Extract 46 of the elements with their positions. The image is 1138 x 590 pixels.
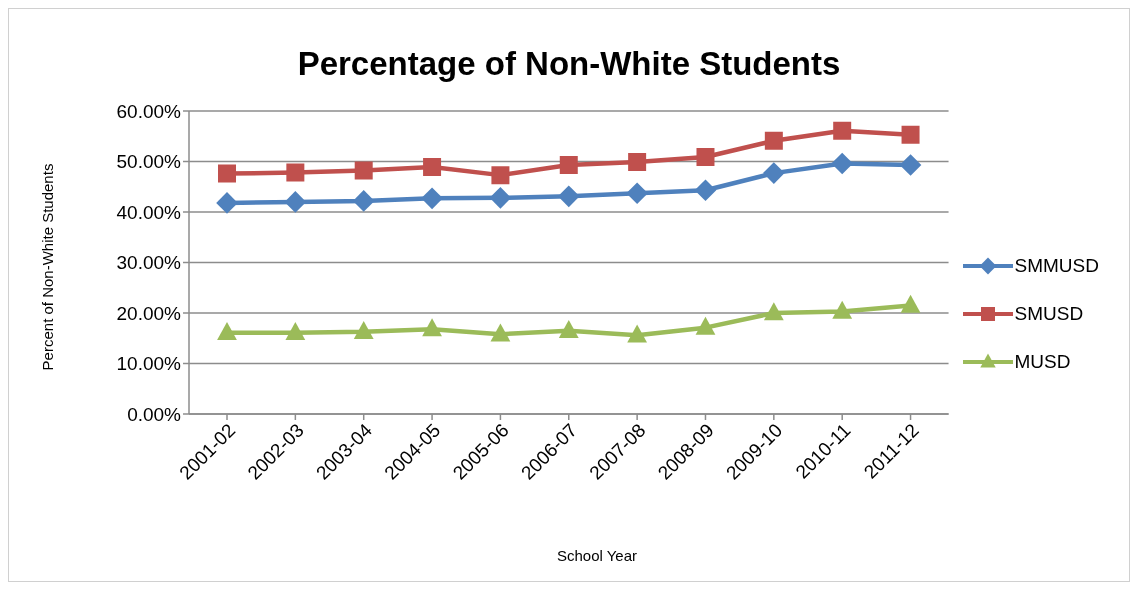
point	[764, 131, 783, 150]
point	[763, 162, 785, 184]
point	[491, 166, 510, 185]
point	[763, 302, 784, 321]
point	[421, 187, 443, 210]
point	[490, 323, 511, 342]
point	[217, 321, 237, 340]
y-tick-label: 50.00%	[116, 151, 182, 173]
chart-title: Percentage of Non-White Students	[296, 45, 842, 83]
point	[696, 147, 715, 166]
point	[557, 185, 580, 208]
point	[900, 294, 921, 313]
point	[832, 300, 853, 319]
point	[695, 316, 716, 335]
point	[694, 179, 717, 202]
y-axis-title: Percent of Non-White Students	[38, 163, 56, 371]
legend-label: MUSD	[1014, 351, 1071, 373]
y-tick-label: 10.00%	[116, 353, 182, 375]
point	[901, 125, 920, 144]
point	[627, 324, 648, 343]
point	[286, 163, 305, 182]
point	[354, 161, 373, 180]
point	[284, 191, 307, 213]
y-tick-label: 20.00%	[116, 302, 182, 324]
y-tick-label: 60.00%	[116, 100, 182, 122]
point	[352, 190, 375, 212]
point	[833, 121, 852, 140]
point	[831, 152, 853, 175]
point	[626, 182, 648, 205]
y-tick-label: 40.00%	[116, 201, 182, 223]
point	[218, 164, 236, 183]
point	[422, 318, 442, 337]
legend-label: SMMUSD	[1014, 255, 1099, 277]
y-tick-label: 30.00%	[116, 252, 182, 274]
point	[216, 192, 238, 214]
point	[899, 154, 922, 176]
point	[285, 321, 306, 340]
point	[559, 156, 578, 175]
legend-label: SMUSD	[1014, 303, 1084, 325]
y-tick-label: 0.00%	[127, 403, 182, 425]
point	[558, 319, 579, 338]
point	[353, 320, 374, 339]
point	[489, 187, 512, 209]
x-axis-title: School Year	[555, 547, 639, 564]
point	[423, 158, 442, 177]
point	[628, 153, 647, 172]
